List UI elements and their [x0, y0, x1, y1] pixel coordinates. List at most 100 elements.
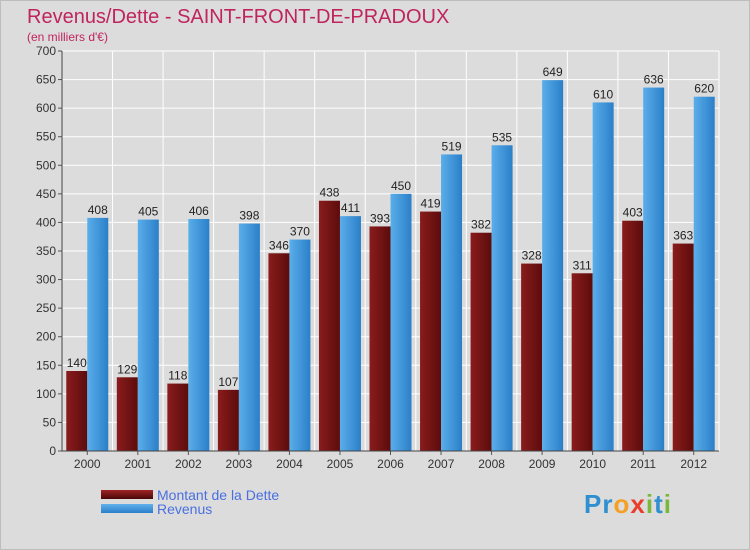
logo-letter: P	[584, 489, 603, 519]
x-tick-label: 2004	[276, 457, 303, 471]
bar-revenus	[339, 216, 361, 451]
data-label: 140	[67, 356, 87, 370]
y-tick-label: 650	[36, 73, 56, 87]
data-label: 370	[290, 225, 310, 239]
y-tick-label: 100	[36, 387, 56, 401]
logo-letter: x	[630, 489, 646, 519]
bar-revenus	[643, 87, 665, 452]
bar-revenus	[491, 145, 513, 452]
y-tick-label: 500	[36, 158, 56, 172]
data-label: 406	[189, 204, 209, 218]
x-tick-label: 2000	[74, 457, 101, 471]
axes	[61, 51, 719, 452]
chart-subtitle: (en milliers d'€)	[27, 30, 108, 44]
bar-dette	[116, 377, 138, 451]
x-tick-label: 2003	[226, 457, 253, 471]
data-label: 107	[218, 375, 238, 389]
y-tick-label: 150	[36, 358, 56, 372]
y-tick-label: 200	[36, 330, 56, 344]
data-label: 328	[522, 249, 542, 263]
bar-dette	[521, 263, 543, 451]
data-label: 382	[471, 218, 491, 232]
bar-revenus	[693, 96, 715, 451]
x-tick-label: 2010	[579, 457, 606, 471]
x-tick-label: 2001	[124, 457, 151, 471]
logo-letter: t	[654, 489, 664, 519]
bar-revenus	[87, 217, 109, 451]
bar-revenus	[441, 154, 463, 451]
x-tick-label: 2007	[428, 457, 455, 471]
y-tick-label: 450	[36, 187, 56, 201]
logo-letter: r	[602, 489, 614, 519]
bar-dette	[420, 211, 442, 451]
bar-revenus	[137, 219, 159, 451]
y-tick-label: 700	[36, 44, 56, 58]
y-tick-label: 250	[36, 301, 56, 315]
x-tick-label: 2012	[680, 457, 707, 471]
data-label: 311	[573, 258, 592, 272]
bar-revenus	[289, 239, 311, 451]
x-tick-label: 2002	[175, 457, 202, 471]
data-label: 398	[239, 209, 259, 223]
data-label: 363	[673, 229, 693, 243]
legend-label-revenus: Revenus	[157, 501, 213, 517]
y-tick-label: 50	[43, 415, 57, 429]
proxiti-logo: Proxiti	[584, 489, 672, 520]
bar-dette	[622, 220, 644, 451]
bar-revenus	[238, 223, 260, 451]
logo-letter: i	[645, 489, 655, 519]
bar-dette	[470, 232, 492, 451]
y-tick-label: 600	[36, 101, 56, 115]
legend-swatch-revenus	[101, 504, 153, 513]
data-label: 649	[543, 65, 563, 79]
legend-swatch-dette	[101, 490, 153, 499]
data-label: 438	[319, 186, 339, 200]
data-label: 419	[421, 197, 441, 211]
data-label: 408	[88, 203, 108, 217]
y-tick-label: 550	[36, 130, 56, 144]
y-tick-label: 400	[36, 215, 56, 229]
y-tick-label: 350	[36, 244, 56, 258]
data-label: 346	[269, 238, 289, 252]
data-label: 393	[370, 211, 390, 225]
bar-dette	[672, 243, 694, 451]
data-label: 129	[117, 362, 137, 376]
x-tick-label: 2008	[478, 457, 505, 471]
y-axis-ticks: 0 50 100 150 200 250 300 350 400 450 500 550 600 650 7…	[36, 44, 62, 458]
x-tick-label: 2009	[529, 457, 556, 471]
y-tick-label: 0	[49, 444, 56, 458]
data-label: 411	[341, 201, 360, 215]
data-label: 636	[644, 73, 664, 87]
data-label: 450	[391, 179, 411, 193]
data-label: 118	[168, 369, 187, 383]
data-label: 519	[442, 139, 462, 153]
bar-revenus	[188, 219, 210, 451]
y-tick-label: 300	[36, 273, 56, 287]
bar-revenus	[592, 102, 614, 451]
logo-letter: i	[663, 489, 672, 519]
bar-dette	[268, 253, 290, 451]
data-label: 610	[593, 87, 613, 101]
bar-revenus	[542, 80, 564, 452]
bar-dette	[318, 200, 340, 451]
x-axis-ticks: 2000 2001 2002 2003 2004 2005 2006 2007 2008 2009…	[74, 451, 707, 471]
bar-dette	[217, 389, 239, 451]
bars	[66, 80, 715, 452]
data-label: 535	[492, 130, 512, 144]
x-tick-label: 2005	[327, 457, 354, 471]
bar-revenus	[390, 193, 412, 451]
legend-label-dette: Montant de la Dette	[157, 487, 280, 503]
bar-dette	[571, 273, 593, 451]
data-label: 620	[694, 82, 714, 96]
x-tick-label: 2011	[630, 457, 656, 471]
logo-letter: o	[613, 489, 631, 519]
bar-dette	[66, 371, 88, 451]
bar-dette	[369, 226, 391, 451]
chart-title: Revenus/Dette - SAINT-FRONT-DE-PRADOUX	[27, 6, 450, 28]
x-tick-label: 2006	[377, 457, 404, 471]
data-label: 403	[623, 206, 643, 220]
data-label: 405	[138, 205, 158, 219]
